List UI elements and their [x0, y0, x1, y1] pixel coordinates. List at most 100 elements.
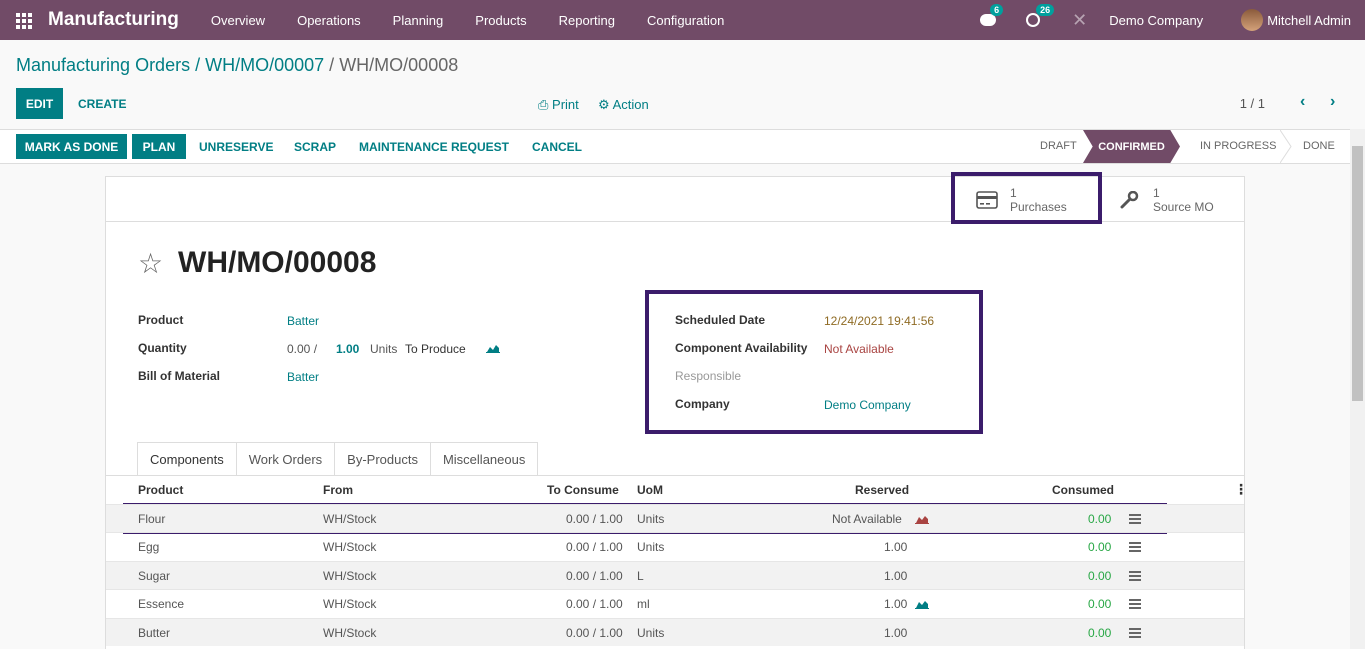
- create-button[interactable]: CREATE: [78, 97, 127, 111]
- page-title: WH/MO/00008: [178, 246, 377, 279]
- credit-card-icon: [976, 190, 998, 209]
- col-reserved[interactable]: Reserved: [855, 483, 910, 497]
- row-consumed[interactable]: 0.00: [1088, 597, 1112, 611]
- menu-reporting[interactable]: Reporting: [558, 12, 615, 28]
- tab-by-products[interactable]: By-Products: [335, 442, 431, 476]
- quantity-total[interactable]: 1.00: [336, 342, 360, 356]
- debug-close-icon[interactable]: ✕: [1072, 9, 1088, 30]
- row-consumed[interactable]: 0.00: [1088, 626, 1112, 640]
- row-uom: Units: [637, 512, 665, 526]
- stage-done[interactable]: DONE: [1303, 140, 1335, 152]
- row-consumed[interactable]: 0.00: [1088, 540, 1112, 554]
- row-to-consume: 0.00 / 1.00: [566, 512, 623, 526]
- avatar[interactable]: [1241, 9, 1264, 31]
- source-mo-count: 1: [1153, 185, 1160, 200]
- forecast-chart-icon[interactable]: [486, 343, 500, 353]
- scheduled-date-label: Scheduled Date: [675, 313, 766, 327]
- notebook-tabs: Components Work Orders By-Products Misce…: [137, 442, 539, 476]
- details-list-icon[interactable]: [1129, 514, 1141, 524]
- gear-icon: ⚙: [598, 97, 610, 112]
- bom-value[interactable]: Batter: [287, 370, 320, 384]
- scrollbar-thumb[interactable]: [1352, 146, 1363, 401]
- breadcrumb-parent[interactable]: WH/MO/00007: [205, 55, 325, 75]
- messages-icon[interactable]: 6: [980, 4, 1004, 28]
- plan-button[interactable]: PLAN: [132, 134, 186, 159]
- row-reserved: 1.00: [884, 626, 908, 640]
- edit-button[interactable]: EDIT: [16, 88, 63, 119]
- row-uom: Units: [637, 626, 665, 640]
- stage-separator-icon: [1280, 130, 1292, 163]
- table-row[interactable]: Essence WH/Stock 0.00 / 1.00 ml 1.00 0.0…: [106, 589, 1244, 617]
- action-label: Action: [612, 97, 649, 112]
- menu-planning[interactable]: Planning: [392, 12, 444, 28]
- chevron-left-icon[interactable]: ‹: [1300, 93, 1306, 110]
- cancel-button[interactable]: CANCEL: [532, 140, 582, 154]
- breadcrumb-current: WH/MO/00008: [339, 55, 459, 75]
- col-uom[interactable]: UoM: [637, 483, 663, 497]
- maintenance-request-button[interactable]: MAINTENANCE REQUEST: [359, 140, 510, 154]
- details-list-icon[interactable]: [1129, 542, 1141, 552]
- col-consumed[interactable]: Consumed: [1052, 483, 1115, 497]
- col-to-consume[interactable]: To Consume: [547, 483, 619, 497]
- tab-components[interactable]: Components: [137, 442, 237, 476]
- details-list-icon[interactable]: [1129, 628, 1141, 638]
- statusbar: MARK AS DONE PLAN UNRESERVE SCRAP MAINTE…: [0, 129, 1350, 164]
- scrap-button[interactable]: SCRAP: [294, 140, 337, 154]
- activities-icon[interactable]: 26: [1026, 4, 1055, 28]
- purchases-smart-button[interactable]: 1 Purchases: [954, 177, 1097, 222]
- col-product[interactable]: Product: [138, 483, 184, 497]
- stage-draft[interactable]: DRAFT: [1040, 140, 1077, 152]
- company-value[interactable]: Demo Company: [824, 398, 911, 412]
- product-value[interactable]: Batter: [287, 314, 320, 328]
- scheduled-date-value[interactable]: 12/24/2021 19:41:56: [824, 314, 935, 328]
- print-button[interactable]: ⎙ Print: [538, 97, 579, 113]
- tab-miscellaneous[interactable]: Miscellaneous: [430, 442, 539, 476]
- row-from: WH/Stock: [323, 512, 377, 526]
- row-consumed[interactable]: 0.00: [1088, 512, 1112, 526]
- company-label: Company: [675, 397, 730, 411]
- unreserve-button[interactable]: UNRESERVE: [199, 140, 274, 154]
- mark-as-done-button[interactable]: MARK AS DONE: [16, 134, 127, 159]
- purchases-highlight-box: [951, 172, 1102, 224]
- breadcrumb-root[interactable]: Manufacturing Orders: [16, 55, 191, 75]
- star-icon[interactable]: ☆: [138, 248, 164, 279]
- user-menu[interactable]: Mitchell Admin: [1267, 12, 1351, 28]
- purchases-label: Purchases: [1010, 199, 1067, 214]
- pager-value[interactable]: 1 / 1: [1239, 96, 1265, 111]
- messages-badge: 6: [990, 4, 1004, 16]
- source-mo-label: Source MO: [1153, 199, 1214, 214]
- row-to-consume: 0.00 / 1.00: [566, 569, 623, 583]
- row-uom: Units: [637, 540, 665, 554]
- col-from[interactable]: From: [323, 483, 353, 497]
- stage-in-progress[interactable]: IN PROGRESS: [1200, 140, 1277, 152]
- company-switcher[interactable]: Demo Company: [1109, 12, 1204, 28]
- menu-operations[interactable]: Operations: [297, 12, 361, 28]
- stage-confirmed[interactable]: CONFIRMED: [1083, 130, 1180, 163]
- row-from: WH/Stock: [323, 597, 377, 611]
- menu-configuration[interactable]: Configuration: [646, 12, 725, 28]
- tab-work-orders[interactable]: Work Orders: [236, 442, 336, 476]
- optional-columns-icon[interactable]: ⋮: [1234, 481, 1248, 497]
- table-row[interactable]: Butter WH/Stock 0.00 / 1.00 Units 1.00 0…: [106, 618, 1244, 646]
- quantity-label: Quantity: [138, 341, 187, 355]
- chevron-right-icon[interactable]: ›: [1330, 93, 1336, 110]
- row-product: Essence: [138, 597, 185, 611]
- details-list-icon[interactable]: [1129, 599, 1141, 609]
- details-list-icon[interactable]: [1129, 571, 1141, 581]
- table-row[interactable]: Flour WH/Stock 0.00 / 1.00 Units Not Ava…: [106, 504, 1244, 532]
- action-button[interactable]: ⚙ Action: [598, 97, 649, 113]
- table-row[interactable]: Sugar WH/Stock 0.00 / 1.00 L 1.00 0.00: [106, 561, 1244, 589]
- app-brand[interactable]: Manufacturing: [48, 9, 179, 30]
- table-row[interactable]: Egg WH/Stock 0.00 / 1.00 Units 1.00 0.00: [106, 532, 1244, 560]
- source-mo-smart-button[interactable]: 1 Source MO: [1097, 177, 1240, 222]
- menu-overview[interactable]: Overview: [210, 12, 266, 28]
- row-reserved: Not Available: [832, 512, 902, 526]
- forecast-chart-icon[interactable]: [915, 599, 929, 609]
- row-from: WH/Stock: [323, 626, 377, 640]
- row-consumed[interactable]: 0.00: [1088, 569, 1112, 583]
- menu-products[interactable]: Products: [475, 12, 527, 28]
- print-label: Print: [552, 97, 579, 112]
- forecast-chart-icon[interactable]: [915, 514, 929, 524]
- apps-menu-icon[interactable]: [16, 13, 34, 29]
- row-product: Butter: [138, 626, 171, 640]
